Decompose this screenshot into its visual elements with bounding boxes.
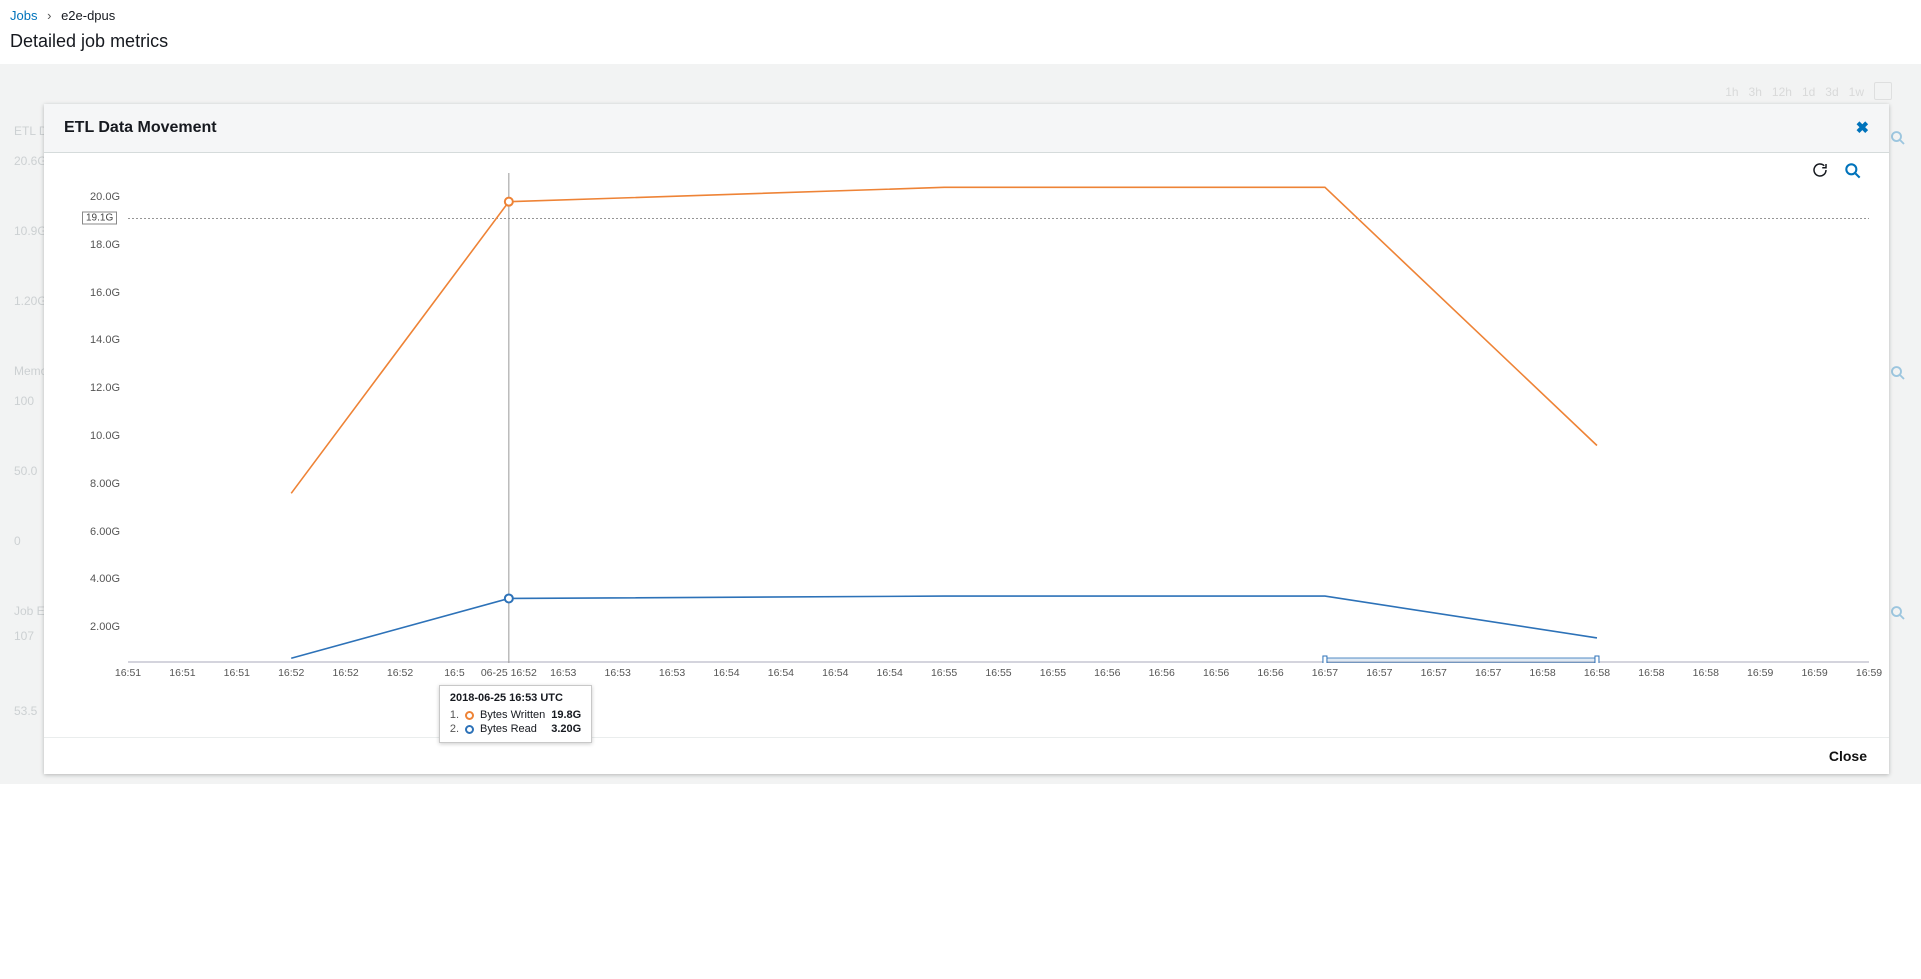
zoom-icon[interactable] [1889,364,1907,387]
x-axis-tick: 16:56 [1203,667,1229,679]
modal-body: 2.00G 4.00G 6.00G 8.00G 10.0G 12.0G 14.0G 16.0G… [44,153,1889,737]
y-axis-tick: 14.0G [64,334,120,346]
x-axis-tick: 16:53 [659,667,685,679]
timerange-option[interactable]: 1w [1849,85,1864,99]
x-axis-tick: 16:56 [1257,667,1283,679]
chevron-right-icon: › [47,8,51,23]
page-title: Detailed job metrics [0,27,1921,64]
modal-header: ETL Data Movement ✖ [44,104,1889,153]
y-axis-tick: 10.0G [64,430,120,442]
x-axis-tick: 16:56 [1149,667,1175,679]
x-axis-tick: 16:55 [985,667,1011,679]
y-axis-tick: 4.00G [64,573,120,585]
x-axis-tick: 16:59 [1856,667,1882,679]
breadcrumb-current: e2e-dpus [61,8,115,23]
x-axis-tick: 16:51 [169,667,195,679]
x-axis-tick: 16:51 [224,667,250,679]
y-axis-tick: 12.0G [64,382,120,394]
x-axis-tick: 16:54 [768,667,794,679]
x-axis-tick: 16:57 [1475,667,1501,679]
y-axis-tick: 16.0G [64,287,120,299]
y-axis-tick: 8.00G [64,478,120,490]
chart-tooltip: 2018-06-25 16:53 UTC 1.Bytes Written19.8G… [439,685,592,743]
x-axis-tick: 16:59 [1801,667,1827,679]
tooltip-row: 2.Bytes Read3.20G [450,722,581,736]
timerange-option[interactable]: 12h [1772,85,1792,99]
x-axis-tick: 16:52 [332,667,358,679]
breadcrumb: Jobs › e2e-dpus [0,0,1921,27]
zoom-icon[interactable] [1889,604,1907,627]
chart[interactable]: 2.00G 4.00G 6.00G 8.00G 10.0G 12.0G 14.0G 16.0G… [64,173,1869,693]
y-axis-tick: 2.00G [64,621,120,633]
x-axis-tick: 06-25 16:52 [481,667,537,679]
x-axis-tick: 16:51 [115,667,141,679]
x-axis-tick: 16:59 [1747,667,1773,679]
x-axis-tick: 16:55 [931,667,957,679]
tooltip-title: 2018-06-25 16:53 UTC [450,692,581,704]
x-axis-tick: 16:54 [713,667,739,679]
x-axis-tick: 16:54 [877,667,903,679]
metrics-backdrop: 1h3h12h1d3d1wETL D20.6G10.9G1.20GMemo100… [0,64,1921,784]
refresh-icon[interactable] [1874,82,1892,100]
tooltip-row: 1.Bytes Written19.8G [450,708,581,722]
chart-modal: ETL Data Movement ✖ 2.00G 4.00G 6.00G 8.00G… [44,104,1889,774]
x-axis-tick: 16:58 [1529,667,1555,679]
x-axis-tick: 16:56 [1094,667,1120,679]
x-axis-tick: 16:5 [444,667,464,679]
x-axis-tick: 16:58 [1584,667,1610,679]
x-axis-tick: 16:52 [387,667,413,679]
x-axis-tick: 16:53 [550,667,576,679]
x-axis-tick: 16:53 [605,667,631,679]
timerange-option[interactable]: 1d [1802,85,1815,99]
x-axis-tick: 16:57 [1312,667,1338,679]
modal-title: ETL Data Movement [64,119,217,137]
y-axis-tick: 20.0G [64,191,120,203]
timerange-option[interactable]: 3d [1825,85,1838,99]
x-axis-tick: 16:58 [1638,667,1664,679]
breadcrumb-root-link[interactable]: Jobs [10,8,37,23]
close-icon[interactable]: ✖ [1856,118,1869,138]
y-hover-badge: 19.1G [82,212,117,225]
zoom-icon[interactable] [1889,129,1907,152]
x-axis-tick: 16:58 [1693,667,1719,679]
timerange-option[interactable]: 1h [1725,85,1738,99]
x-axis-tick: 16:55 [1040,667,1066,679]
y-axis-tick: 18.0G [64,239,120,251]
x-axis-tick: 16:57 [1421,667,1447,679]
x-axis-tick: 16:54 [822,667,848,679]
close-button[interactable]: Close [1829,748,1867,764]
x-axis-tick: 16:57 [1366,667,1392,679]
x-axis-tick: 16:52 [278,667,304,679]
modal-footer: Close [44,737,1889,774]
y-axis-tick: 6.00G [64,526,120,538]
timerange-option[interactable]: 3h [1749,85,1762,99]
